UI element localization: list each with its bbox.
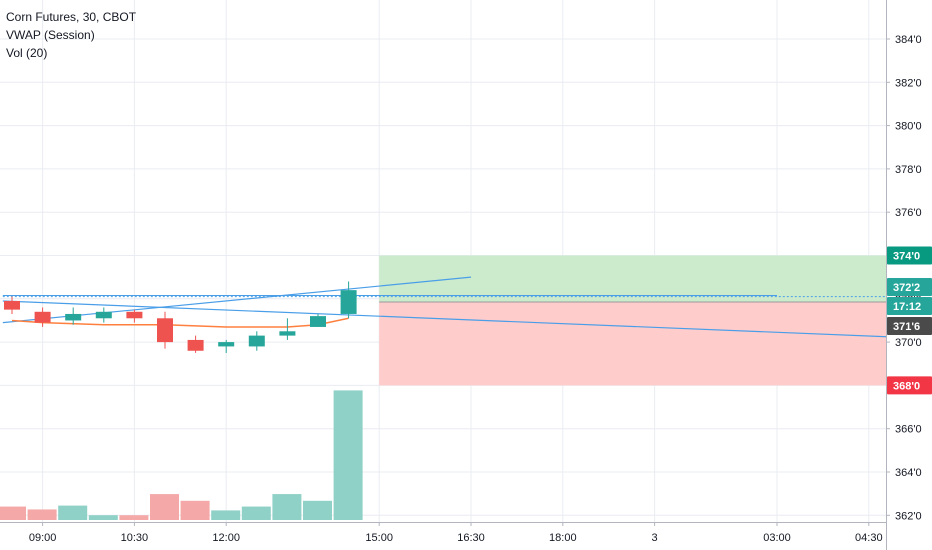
price-badge-label: 371'6 (893, 321, 920, 333)
time-tick-label: 09:00 (29, 532, 57, 544)
volume-bar (150, 494, 179, 520)
volume-bar (211, 510, 241, 520)
loss-zone[interactable] (379, 302, 912, 386)
candle-body (218, 342, 235, 347)
trend-line[interactable] (2, 300, 912, 339)
price-badge-last (887, 278, 932, 296)
candle-body (4, 300, 20, 310)
candle-body (95, 311, 112, 319)
price-badge-label: 17:12 (893, 301, 921, 313)
price-tick-label: 376'0 (895, 207, 922, 219)
price-badge-target (887, 246, 932, 265)
time-tick-label: 3 (652, 532, 658, 544)
candle-body (340, 290, 357, 314)
price-badge-label: 372'2 (893, 282, 920, 294)
volume-bar (88, 515, 118, 520)
price-tick-label: 364'0 (895, 467, 922, 479)
time-tick-label: 04:30 (855, 532, 883, 544)
candle-body (157, 318, 173, 343)
price-tick-label: 378'0 (895, 164, 922, 176)
symbol-title[interactable]: Corn Futures, 30, CBOT (6, 10, 137, 24)
price-tick-label: 370'0 (895, 337, 922, 349)
price-axis[interactable] (886, 0, 932, 550)
volume-bar (333, 390, 363, 520)
vwap-indicator-label[interactable]: VWAP (Session) (6, 28, 95, 42)
volume-bar (0, 506, 26, 520)
time-tick-label: 10:30 (121, 532, 149, 544)
volume-bar (241, 506, 271, 520)
time-tick-label: 12:00 (212, 532, 240, 544)
volume-bar (272, 494, 302, 520)
price-tick-label: 362'0 (895, 510, 922, 522)
candle-body (65, 313, 82, 321)
price-badge-countdown (887, 297, 932, 315)
candle-body (279, 331, 296, 336)
price-tick-label: 384'0 (895, 34, 922, 46)
price-badge-stop (887, 376, 932, 395)
time-tick-label: 18:00 (549, 532, 577, 544)
price-badge-label: 368'0 (893, 380, 920, 392)
volume-bar (303, 500, 332, 520)
profit-zone[interactable] (379, 255, 912, 303)
price-badge-label: 374'0 (893, 251, 920, 263)
volume-bar (58, 505, 88, 520)
candle-body (34, 311, 51, 323)
time-tick-label: 03:00 (763, 532, 791, 544)
chart-legend: Corn Futures, 30, CBOT VWAP (Session) Vo… (6, 8, 136, 62)
candle-body (248, 335, 265, 347)
candle-body (187, 339, 204, 351)
volume-bar (180, 500, 210, 520)
volume-bar (119, 515, 149, 520)
price-badge-crosshair (887, 317, 932, 335)
time-axis[interactable] (0, 522, 886, 550)
time-tick-label: 15:00 (365, 532, 393, 544)
price-tick-label: 366'0 (895, 424, 922, 436)
time-tick-label: 16:30 (457, 532, 485, 544)
price-tick-label: 382'0 (895, 77, 922, 89)
volume-indicator-label[interactable]: Vol (20) (6, 46, 48, 60)
vwap-line (11, 317, 349, 328)
candle-body (126, 311, 143, 319)
candle-body (310, 316, 326, 327)
volume-bar (27, 509, 57, 520)
price-tick-label: 380'0 (895, 121, 922, 133)
